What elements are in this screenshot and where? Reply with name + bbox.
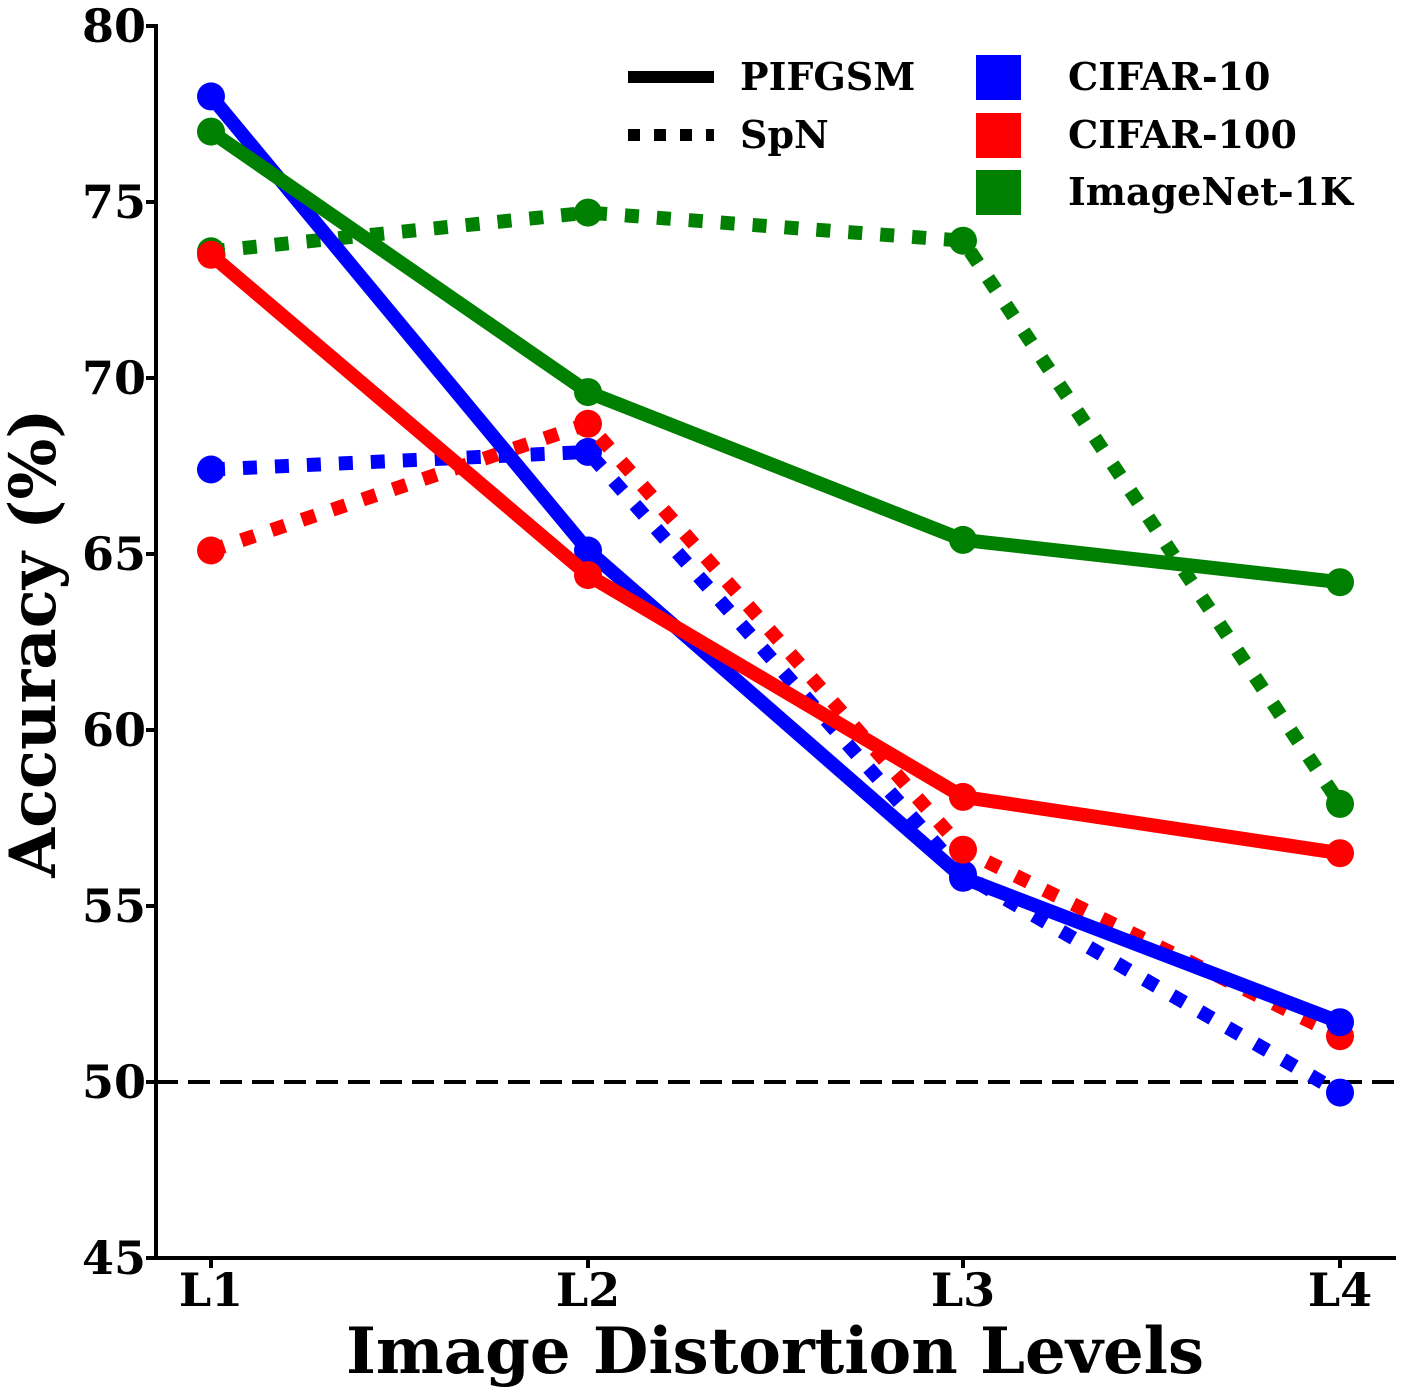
y-tick-label: 65	[82, 527, 146, 581]
series-pifgsm-cifar-100	[197, 240, 1354, 868]
data-point-pifgsm-cifar-100-l3	[949, 782, 977, 811]
series-line-pifgsm-cifar-100	[206, 249, 1342, 861]
x-tick-label-l3: L3	[931, 1263, 995, 1317]
y-tick-label: 45	[82, 1231, 146, 1285]
legend-label-imagenet-1k: ImageNet-1K	[1068, 169, 1355, 214]
y-axis-title: Accuracy (%)	[0, 408, 71, 878]
data-point-spn-cifar-100-l1	[197, 536, 225, 565]
legend: PIFGSM SpN CIFAR-10 CIFAR-100 ImageNet-1K	[628, 54, 1355, 215]
y-tick-label: 70	[82, 351, 146, 405]
data-point-pifgsm-cifar-10-l1	[197, 82, 225, 111]
series-spn-cifar-10	[197, 437, 1354, 1107]
data-point-pifgsm-cifar-10-l3	[949, 863, 977, 892]
data-point-spn-imagenet-1k-l2	[574, 198, 602, 227]
legend-swatch-cifar-100	[976, 113, 1021, 158]
x-tick-label-l4: L4	[1308, 1263, 1372, 1317]
y-tick-label: 50	[82, 1055, 146, 1109]
data-point-pifgsm-cifar-10-l2	[574, 536, 602, 565]
legend-label-cifar-10: CIFAR-10	[1068, 54, 1271, 99]
legend-label-cifar-100: CIFAR-100	[1068, 112, 1297, 157]
x-tick-label-l1: L1	[179, 1263, 243, 1317]
legend-label-spn: SpN	[740, 112, 829, 157]
data-point-spn-imagenet-1k-l3	[949, 226, 977, 255]
series-line-pifgsm-imagenet-1k	[207, 125, 1341, 590]
data-point-pifgsm-cifar-100-l1	[197, 240, 225, 269]
y-tick-label: 60	[82, 703, 146, 757]
data-point-pifgsm-imagenet-1k-l4	[1326, 568, 1354, 597]
axes: 45 50 55 60 65 70 75 80 L1 L2 L3 L4	[82, 0, 1396, 1317]
data-point-pifgsm-cifar-100-l2	[574, 561, 602, 590]
legend-label-pifgsm: PIFGSM	[740, 54, 915, 99]
x-tick-label-l2: L2	[556, 1263, 620, 1317]
series-line-spn-cifar-100	[208, 415, 1344, 1043]
series-line-spn-imagenet-1k	[210, 205, 1346, 808]
x-axis-title: Image Distortion Levels	[346, 1314, 1204, 1389]
series-group	[197, 82, 1354, 1107]
data-point-spn-cifar-10-l2	[574, 437, 602, 466]
series-line-pifgsm-cifar-10	[205, 91, 1343, 1029]
series-pifgsm-imagenet-1k	[197, 117, 1354, 597]
y-tick-label: 80	[82, 0, 146, 53]
data-point-spn-cifar-100-l2	[574, 409, 602, 438]
legend-swatch-cifar-10	[976, 55, 1021, 100]
data-point-pifgsm-imagenet-1k-l3	[949, 525, 977, 554]
series-line-spn-cifar-10	[210, 444, 1344, 1099]
series-pifgsm-cifar-10	[197, 82, 1354, 1037]
data-point-pifgsm-imagenet-1k-l2	[574, 378, 602, 407]
data-point-spn-cifar-10-l1	[197, 455, 225, 484]
y-tick-label: 55	[82, 879, 146, 933]
data-point-pifgsm-imagenet-1k-l1	[197, 117, 225, 146]
data-point-spn-imagenet-1k-l4	[1326, 789, 1354, 818]
legend-swatch-imagenet-1k	[976, 170, 1021, 215]
y-tick-label: 75	[82, 175, 146, 229]
data-point-spn-cifar-100-l3	[949, 835, 977, 864]
data-point-pifgsm-cifar-100-l4	[1326, 839, 1354, 868]
data-point-spn-cifar-10-l4	[1326, 1078, 1354, 1107]
data-point-pifgsm-cifar-10-l4	[1326, 1008, 1354, 1037]
